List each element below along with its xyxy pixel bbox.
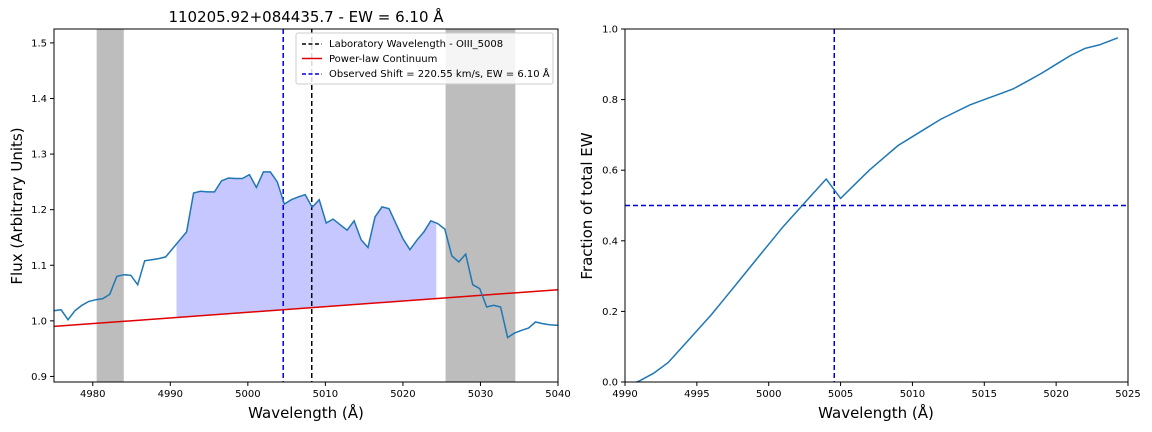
x-tick-label: 5020: [390, 389, 415, 400]
x-tick-label: 4995: [684, 389, 709, 400]
y-tick-label: 1.0: [31, 316, 47, 327]
y-tick-label: 1.5: [31, 38, 47, 49]
flux-panel: 110205.92+084435.7 - EW = 6.10 Å 4980 499…: [8, 7, 571, 422]
x-tick-label: 5040: [545, 389, 570, 400]
ew-x-axis-label: Wavelength (Å): [818, 403, 934, 422]
ew-x-ticks: 4990 4995 5000 5005 5010 5015 5020 5025: [612, 382, 1141, 400]
legend-label-observed: Observed Shift = 220.55 km/s, EW = 6.10 …: [329, 67, 550, 80]
flux-panel-frame: [53, 28, 559, 383]
x-tick-label: 5030: [468, 389, 493, 400]
ew-y-ticks: 0.0 0.2 0.4 0.6 0.8 1.0: [602, 25, 625, 389]
x-tick-label: 5005: [828, 389, 853, 400]
legend: Laboratory Wavelength - OIII_5008 Power-…: [295, 32, 554, 85]
spectrum-line: [53, 171, 558, 339]
x-tick-label: 4980: [80, 389, 105, 400]
legend-box: [295, 32, 554, 85]
x-tick-label: 5000: [756, 389, 781, 400]
flux-y-axis-label: Flux (Arbitrary Units): [8, 127, 26, 284]
flux-y-ticks: 0.9 1.0 1.1 1.2 1.3 1.4 1.5: [31, 38, 54, 383]
flux-panel-title: 110205.92+084435.7 - EW = 6.10 Å: [168, 7, 444, 26]
y-tick-label: 1.1: [31, 261, 47, 272]
x-tick-label: 4990: [158, 389, 183, 400]
x-tick-label: 5000: [235, 389, 260, 400]
x-tick-label: 5010: [313, 389, 338, 400]
ew-fraction-panel-frame: [624, 28, 1129, 383]
continuum-line: [53, 288, 559, 328]
half-ew-guides: [625, 29, 1128, 382]
ew-fraction-panel: 4990 4995 5000 5005 5010 5015 5020 5025 0.00.20…: [578, 25, 1141, 423]
legend-label-lab: Laboratory Wavelength - OIII_5008: [329, 39, 503, 50]
y-tick-label: 0.2: [602, 307, 618, 318]
legend-label-continuum: Power-law Continuum: [329, 54, 437, 65]
x-tick-label: 5020: [1043, 389, 1068, 400]
y-tick-label: 1.2: [31, 205, 47, 216]
x-tick-label: 5015: [972, 389, 997, 400]
x-tick-label: 5025: [1115, 389, 1140, 400]
y-tick-label: 0.4: [602, 236, 618, 247]
y-tick-label: 0.8: [602, 95, 618, 106]
y-tick-label: 0.6: [602, 166, 618, 177]
y-tick-label: 0.0: [602, 378, 618, 389]
x-tick-label: 4990: [612, 389, 637, 400]
y-tick-label: 1.0: [602, 25, 618, 36]
flux-x-axis-label: Wavelength (Å): [248, 403, 364, 422]
ew-fill-area: [176, 171, 437, 318]
cumulative-ew-line: [636, 37, 1119, 383]
y-tick-label: 1.4: [31, 94, 47, 105]
flux-x-ticks: 4980 4990 5000 5010 5020 5030 5040: [80, 382, 571, 400]
continuum-window-0: [96, 29, 124, 382]
y-tick-label: 1.3: [31, 150, 47, 161]
x-tick-label: 5010: [900, 389, 925, 400]
y-tick-label: 0.9: [31, 372, 47, 383]
ew-y-axis-label: Fraction of total EW: [578, 132, 596, 279]
